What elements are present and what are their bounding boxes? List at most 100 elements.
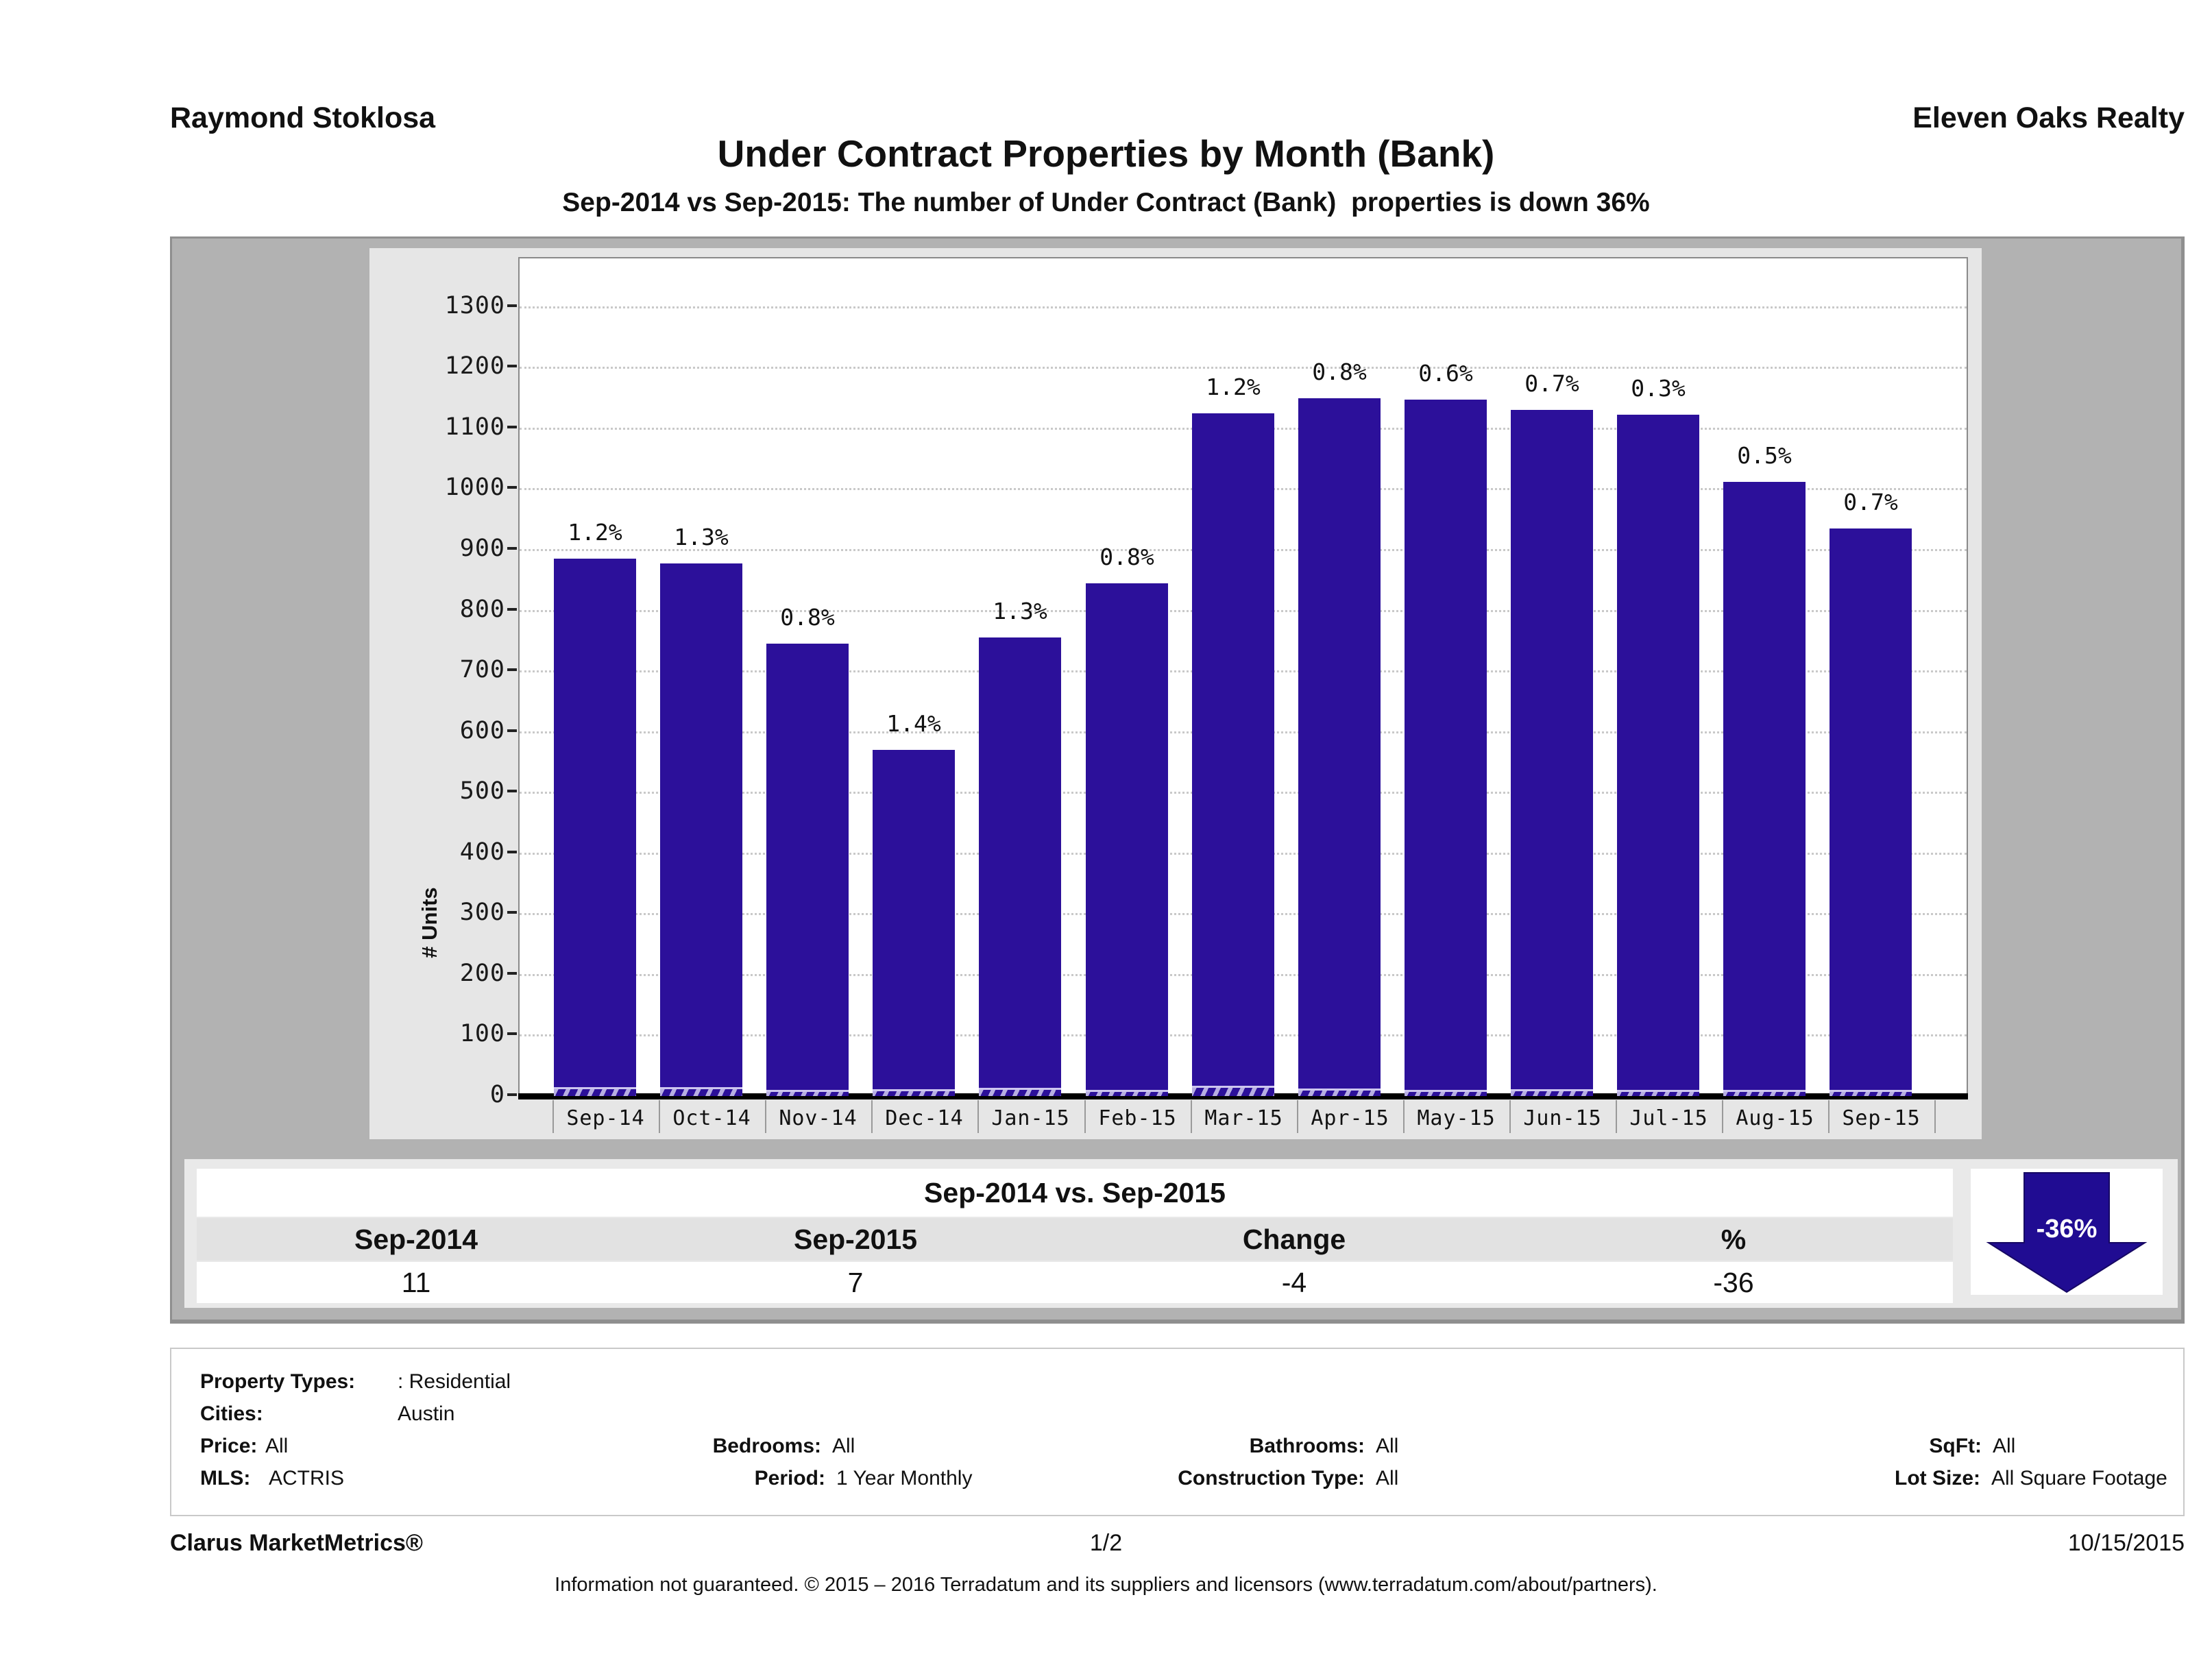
bar-bank-segment — [1192, 1086, 1274, 1096]
criteria-label: Period: — [754, 1467, 825, 1489]
bar — [1086, 583, 1168, 1096]
x-tick-label: Nov-14 — [779, 1106, 858, 1130]
bar-percent-label: 0.7% — [1524, 370, 1579, 397]
criteria-value: All — [1993, 1435, 2016, 1457]
y-axis-tick — [507, 425, 517, 428]
y-axis-tick — [507, 911, 517, 914]
y-axis-tick — [507, 729, 517, 732]
bar — [1511, 410, 1593, 1096]
bar-bank-segment — [873, 1089, 955, 1096]
x-tick-separator — [765, 1100, 766, 1133]
comparison-value-cell: 11 — [401, 1267, 431, 1298]
trend-arrow-box: -36% — [1971, 1169, 2163, 1295]
bar — [1723, 482, 1806, 1096]
footer-page-number: 1/2 — [1089, 1530, 1123, 1556]
footer-disclaimer: Information not guaranteed. © 2015 – 201… — [555, 1574, 1657, 1596]
criteria-value: All — [1376, 1435, 1399, 1457]
bar-total-segment — [979, 637, 1061, 1096]
bar-bank-segment — [1298, 1089, 1381, 1096]
x-tick-separator — [1297, 1100, 1298, 1133]
gridline — [520, 306, 1967, 308]
y-axis-tick — [507, 607, 517, 611]
criteria-label: Property Types: — [200, 1370, 356, 1393]
comparison-title: Sep-2014 vs. Sep-2015 — [197, 1169, 1953, 1217]
x-tick-label: Jul-15 — [1629, 1106, 1708, 1130]
y-axis-tick — [507, 304, 517, 307]
bar-total-segment — [1511, 410, 1593, 1096]
bar — [1192, 413, 1274, 1096]
bar-total-segment — [1405, 400, 1487, 1096]
bar-bank-segment — [660, 1087, 742, 1096]
criteria-value: All — [832, 1435, 855, 1457]
criteria-value: Austin — [398, 1402, 455, 1425]
bar — [1298, 398, 1381, 1096]
criteria-value: ACTRIS — [269, 1467, 345, 1489]
criteria-label: Price: — [200, 1435, 258, 1457]
x-tick-separator — [659, 1100, 660, 1133]
criteria-label: Bathrooms: — [1249, 1435, 1365, 1457]
criteria-label: Cities: — [200, 1402, 263, 1425]
bar-bank-segment — [554, 1087, 636, 1096]
page-title: Under Contract Properties by Month (Bank… — [717, 132, 1495, 175]
criteria-row: Price: All Bedrooms: All Bathrooms: All SqFt: A… — [171, 1431, 2183, 1461]
y-tick-label: 600 — [459, 716, 505, 744]
x-tick-separator — [552, 1100, 554, 1133]
x-tick-label: Dec-14 — [885, 1106, 964, 1130]
criteria-row: Property Types:: Residential — [171, 1367, 2183, 1397]
x-tick-separator — [1934, 1100, 1936, 1133]
y-axis-tick — [507, 790, 517, 793]
x-tick-separator — [1403, 1100, 1405, 1133]
bar — [1830, 528, 1912, 1096]
x-tick-label: Oct-14 — [672, 1106, 751, 1130]
footer-brand: Clarus MarketMetrics® — [170, 1530, 423, 1556]
y-tick-label: 200 — [459, 959, 505, 987]
criteria-value: All — [1376, 1467, 1399, 1489]
bar — [766, 644, 849, 1096]
bar-total-segment — [1617, 415, 1699, 1096]
y-tick-label: 300 — [459, 899, 505, 927]
comparison-header-cell: Change — [1242, 1224, 1346, 1255]
bar — [1405, 400, 1487, 1096]
criteria-value: 1 Year Monthly — [836, 1467, 973, 1489]
x-tick-label: Sep-15 — [1842, 1106, 1921, 1130]
criteria-label: MLS: — [200, 1467, 251, 1489]
comparison-panel: Sep-2014 vs. Sep-2015 Sep-2014 Sep-2015 Ch… — [184, 1159, 2178, 1308]
x-tick-separator — [1616, 1100, 1617, 1133]
bar-bank-segment — [1511, 1089, 1593, 1096]
x-tick-label: Apr-15 — [1311, 1106, 1389, 1130]
comparison-header-cell: Sep-2014 — [354, 1224, 478, 1255]
bar-total-segment — [554, 559, 636, 1096]
bar-percent-label: 0.5% — [1737, 442, 1792, 469]
bar-bank-segment — [766, 1090, 849, 1096]
y-tick-label: 900 — [459, 535, 505, 563]
criteria-row: Cities: Austin — [171, 1399, 2183, 1429]
y-tick-label: 100 — [459, 1020, 505, 1048]
comparison-header-cell: % — [1721, 1224, 1747, 1255]
x-tick-separator — [1509, 1100, 1511, 1133]
bar-percent-label: 0.7% — [1843, 489, 1898, 515]
bar-total-segment — [766, 644, 849, 1096]
x-tick-label: Jun-15 — [1523, 1106, 1602, 1130]
bar-percent-label: 0.3% — [1631, 375, 1686, 402]
x-tick-label: May-15 — [1417, 1106, 1496, 1130]
bar-percent-label: 1.2% — [568, 519, 622, 546]
x-tick-separator — [1084, 1100, 1086, 1133]
x-tick-separator — [1722, 1100, 1723, 1133]
x-tick-separator — [1828, 1100, 1830, 1133]
bar — [979, 637, 1061, 1096]
bar-total-segment — [1298, 398, 1381, 1096]
comparison-value-cell: -4 — [1281, 1267, 1307, 1298]
chart-panel: # Units 1.2% 1.3% 0.8% 1.4% 1.3% 0.8% 1.2% 0.8%… — [369, 248, 1982, 1139]
comparison-header-cell: Sep-2015 — [793, 1224, 918, 1255]
comparison-value-cell: 7 — [847, 1267, 864, 1298]
y-tick-label: 700 — [459, 656, 505, 684]
gridline — [520, 367, 1967, 369]
bar-total-segment — [873, 750, 955, 1096]
bar — [554, 559, 636, 1096]
agent-name: Raymond Stoklosa — [170, 101, 436, 134]
y-axis-tick — [507, 850, 517, 853]
comparison-value-row: 11 7 -4 -36 — [197, 1262, 1953, 1303]
page-subtitle: Sep-2014 vs Sep-2015: The number of Unde… — [562, 188, 1650, 217]
